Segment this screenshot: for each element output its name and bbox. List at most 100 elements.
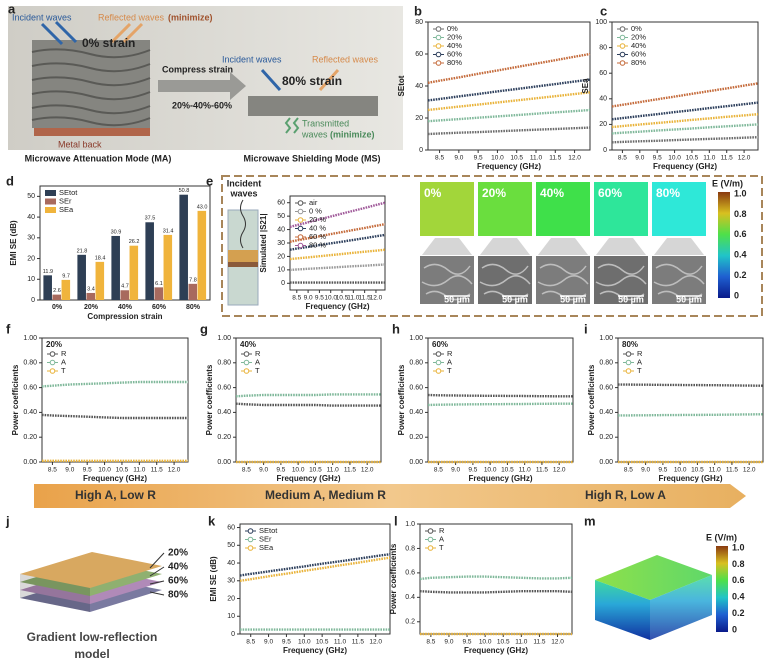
y-tick-label: 80 — [599, 44, 607, 51]
data-line — [427, 402, 573, 407]
bar — [145, 222, 154, 300]
value-label: 7.8 — [189, 277, 197, 283]
y-tick-label: 0.40 — [409, 409, 423, 416]
x-tick-label: 11.5 — [536, 467, 549, 474]
y-tick-label: 1.0 — [405, 521, 415, 528]
data-line — [239, 553, 391, 577]
legend-swatch — [435, 60, 442, 66]
annotation: 80% strain — [282, 74, 342, 88]
x-tick-label: 8.5 — [426, 639, 435, 646]
x-tick-label: 8.5 — [618, 155, 627, 162]
y-tick-label: 0 — [419, 147, 423, 154]
annotation: Compress strain — [162, 64, 233, 74]
colorbar — [718, 192, 730, 298]
arrow — [318, 68, 340, 92]
y-tick-label: 40 — [277, 226, 285, 233]
x-tick-label: 9.5 — [276, 467, 285, 474]
value-label: 21.8 — [77, 248, 88, 254]
legend-label: A — [447, 357, 452, 366]
x-tick-label: 10.5 — [510, 155, 523, 162]
x-tick-label: 10.5 — [686, 155, 699, 162]
zoom-guide — [654, 238, 704, 255]
annotation: (minimize) — [330, 129, 375, 139]
y-tick-label: 20 — [599, 121, 607, 128]
bar — [86, 292, 96, 300]
legend-label: 0% — [631, 24, 642, 33]
legend-swatch — [619, 51, 626, 58]
y-tick-label: 10 — [227, 613, 235, 620]
data-line — [617, 413, 764, 417]
panel-letter: h — [392, 321, 400, 336]
x-tick-label: 9.0 — [259, 467, 268, 474]
trend-label: Medium A, Medium R — [265, 488, 386, 502]
legend-swatch — [49, 351, 56, 357]
panel-letter: k — [208, 513, 216, 528]
annotation: 20%-40%-60% — [172, 100, 232, 110]
data-line — [611, 101, 759, 121]
y-tick-label: 1.00 — [599, 335, 613, 342]
x-axis-label: Frequency (GHz) — [83, 474, 147, 483]
value-label: 9.7 — [62, 273, 70, 279]
x-axis-label: Frequency (GHz) — [653, 162, 717, 171]
x-tick-label: 10.0 — [668, 155, 681, 162]
panel-j: j — [5, 513, 162, 612]
scale-bar-label: 50 µm — [502, 294, 528, 304]
y-tick-label: 0 — [603, 147, 607, 154]
x-tick-label: 10.0 — [324, 295, 337, 302]
x-tick-label: 11.0 — [334, 639, 347, 646]
x-tick-label: 9.0 — [635, 155, 644, 162]
caption: model — [74, 647, 109, 661]
x-tick-label: 8.5 — [435, 155, 444, 162]
annotation: Incident waves — [12, 12, 72, 22]
legend-swatch — [435, 34, 442, 41]
legend-swatch — [45, 190, 56, 196]
bar — [188, 283, 198, 300]
x-tick-label: 11.0 — [519, 467, 532, 474]
layer-label: 20% — [168, 548, 188, 559]
x-tick-label: 12.0 — [551, 639, 564, 646]
y-tick-label: 1.00 — [409, 335, 423, 342]
bar — [111, 235, 120, 300]
trend-label: High A, Low R — [75, 488, 156, 502]
x-axis-label: Frequency (GHz) — [464, 646, 528, 655]
panel-letter: j — [5, 513, 10, 528]
foam-layers — [31, 48, 151, 127]
legend-swatch — [297, 234, 304, 240]
legend-label: SEr — [59, 196, 72, 205]
data-line — [611, 136, 759, 144]
legend-label: T — [255, 366, 260, 375]
bar — [61, 279, 71, 300]
y-tick-label: 0.00 — [599, 459, 613, 466]
bar — [163, 234, 173, 300]
legend-label: 20% — [447, 32, 462, 41]
colorbar-tick-label: 0 — [734, 290, 739, 300]
x-tick-label: 10.0 — [479, 639, 492, 646]
pointer — [149, 552, 165, 569]
legend-swatch — [625, 359, 632, 366]
x-tick-label: 9.0 — [65, 467, 74, 474]
legend-swatch — [49, 359, 56, 366]
x-tick-label: 80% — [186, 304, 201, 311]
legend-label: SEtot — [59, 188, 78, 197]
legend-swatch — [247, 545, 254, 551]
legend-swatch — [435, 51, 442, 58]
x-tick-label: 10.5 — [501, 467, 514, 474]
data-line — [611, 82, 759, 108]
y-tick-label: 1.00 — [23, 335, 37, 342]
x-tick-label: 11.5 — [359, 295, 372, 302]
x-tick-label: 10.0 — [298, 639, 311, 646]
plot-frame — [235, 337, 382, 463]
x-tick-label: 0% — [52, 304, 63, 311]
x-tick-label: 8.5 — [292, 295, 301, 302]
x-tick-label: 10.5 — [309, 467, 322, 474]
bar — [77, 254, 86, 300]
y-axis-label: Simulated |S21| — [259, 213, 268, 272]
y-tick-label: 60 — [277, 200, 285, 207]
plot-frame — [617, 337, 764, 463]
data-line — [419, 575, 573, 581]
data-line — [427, 78, 591, 102]
y-tick-label: 0.80 — [409, 360, 423, 367]
bar — [179, 194, 188, 300]
mode-label: Microwave Shielding Mode (MS) — [243, 153, 380, 163]
x-tick-label: 11.0 — [327, 467, 340, 474]
